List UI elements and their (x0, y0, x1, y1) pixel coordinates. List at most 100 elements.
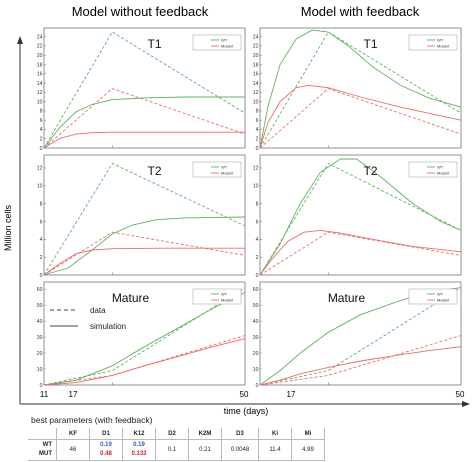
series-line-mutant-data (259, 335, 462, 386)
y-tick-label: 2 (256, 137, 259, 143)
style-legend: data simulation (50, 306, 126, 331)
series-line-mutant-simulation (43, 247, 245, 276)
param-header: D3 (221, 428, 259, 440)
y-tick-label: 60 (253, 287, 259, 293)
y-tick-label: 14 (37, 81, 43, 87)
param-value: 46 (56, 439, 90, 461)
y-tick-label: 10 (37, 99, 43, 105)
param-value: 0.0048 (221, 439, 259, 461)
legend-box (408, 161, 458, 178)
legend-entry: Mutant (437, 44, 450, 49)
y-tick-label: 12 (253, 90, 259, 96)
params-table: KF D1 K12 D2 K2M D3 Ki Mi WT MUT 46 0.19… (28, 428, 325, 461)
param-value: 11.4 (258, 439, 292, 461)
legend-entry: Mutant (221, 171, 234, 176)
x-tick-50-right: 50 (456, 390, 465, 399)
y-tick-label: 18 (37, 62, 43, 68)
y-tick-label: 18 (253, 62, 259, 68)
y-tick-label: 40 (253, 319, 259, 325)
legend-entry: WT (437, 165, 444, 170)
series-line-wt-data (259, 162, 462, 276)
y-tick-label: 30 (253, 335, 259, 341)
legend-entry: WT (221, 292, 228, 297)
y-tick-label: 4 (40, 127, 43, 133)
panel-title: Mature (112, 291, 150, 305)
y-tick-label: 10 (253, 99, 259, 105)
series-line-mutant-data (43, 88, 246, 149)
legend-box (408, 288, 458, 305)
x-tick-50: 50 (240, 390, 249, 399)
y-tick-label: 2 (40, 255, 43, 261)
y-tick-label: 4 (256, 127, 259, 133)
y-tick-label: 2 (256, 255, 259, 261)
series-line-mutant-simulation (43, 338, 246, 386)
series-line-mutant-simulation (259, 229, 462, 276)
param-header: KF (56, 428, 90, 440)
y-tick-label: 20 (37, 351, 43, 357)
series-line-wt-simulation (259, 158, 462, 276)
legend-entry: WT (221, 165, 228, 170)
legend-simulation-label: simulation (90, 322, 126, 331)
y-tick-label: 16 (37, 72, 43, 78)
legend-entry: WT (437, 292, 444, 297)
y-tick-label: 20 (37, 53, 43, 59)
row-label-wt-text: WT (42, 442, 52, 448)
series-line-wt-data (43, 162, 246, 276)
y-tick-label: 8 (256, 109, 259, 115)
x-tick-17: 17 (69, 390, 78, 399)
y-tick-label: 20 (253, 351, 259, 357)
legend-box (192, 288, 242, 305)
y-tick-label: 24 (253, 34, 259, 40)
series-line-mutant-simulation (259, 84, 462, 149)
series-line-mutant-simulation (43, 131, 245, 149)
y-tick-label: 10 (37, 184, 43, 190)
panel-title: T1 (363, 37, 377, 51)
legend-entry: WT (221, 38, 228, 43)
param-value: 4.99 (291, 439, 325, 461)
legend-box (192, 161, 242, 178)
legend-box (408, 34, 458, 51)
y-tick-label: 12 (37, 166, 43, 172)
y-tick-label: 0 (256, 273, 259, 279)
series-line-mutant-data (259, 88, 462, 149)
param-header: K2M (188, 428, 222, 440)
param-k12-mut: 0.133 (131, 451, 147, 457)
y-axis-outer (17, 36, 23, 404)
y-tick-label: 12 (253, 166, 259, 172)
y-tick-label: 4 (40, 237, 43, 243)
y-tick-label: 6 (256, 118, 259, 124)
y-tick-label: 6 (40, 118, 43, 124)
y-tick-label: 60 (37, 287, 43, 293)
col-title-with-feedback: Model with feedback (301, 4, 420, 19)
series-line-wt-simulation (43, 291, 246, 386)
y-tick-label: 6 (40, 219, 43, 225)
x-axis-outer (20, 401, 470, 407)
y-tick-label: 2 (40, 137, 43, 143)
y-tick-label: 20 (253, 53, 259, 59)
y-tick-label: 14 (253, 81, 259, 87)
legend-data-label: data (90, 306, 106, 315)
y-tick-label: 0 (40, 146, 43, 152)
y-axis-label: Million cells (3, 204, 13, 251)
params-corner (28, 428, 57, 440)
legend-entry: Mutant (221, 298, 234, 303)
y-tick-label: 4 (256, 237, 259, 243)
series-line-mutant-data (259, 231, 462, 276)
panel-title: T2 (363, 164, 377, 178)
legend-entry: Mutant (437, 298, 450, 303)
param-d1-mut: 0.48 (100, 451, 112, 457)
y-tick-label: 8 (40, 109, 43, 115)
params-row-wt: WT MUT 46 0.19 0.48 0.19 0.133 0.1 0.21 … (28, 439, 325, 461)
col-title-without-feedback: Model without feedback (72, 4, 209, 19)
param-k12-wt: 0.19 (133, 442, 145, 448)
y-tick-label: 6 (256, 219, 259, 225)
legend-entry: WT (437, 38, 444, 43)
y-tick-label: 50 (253, 303, 259, 309)
